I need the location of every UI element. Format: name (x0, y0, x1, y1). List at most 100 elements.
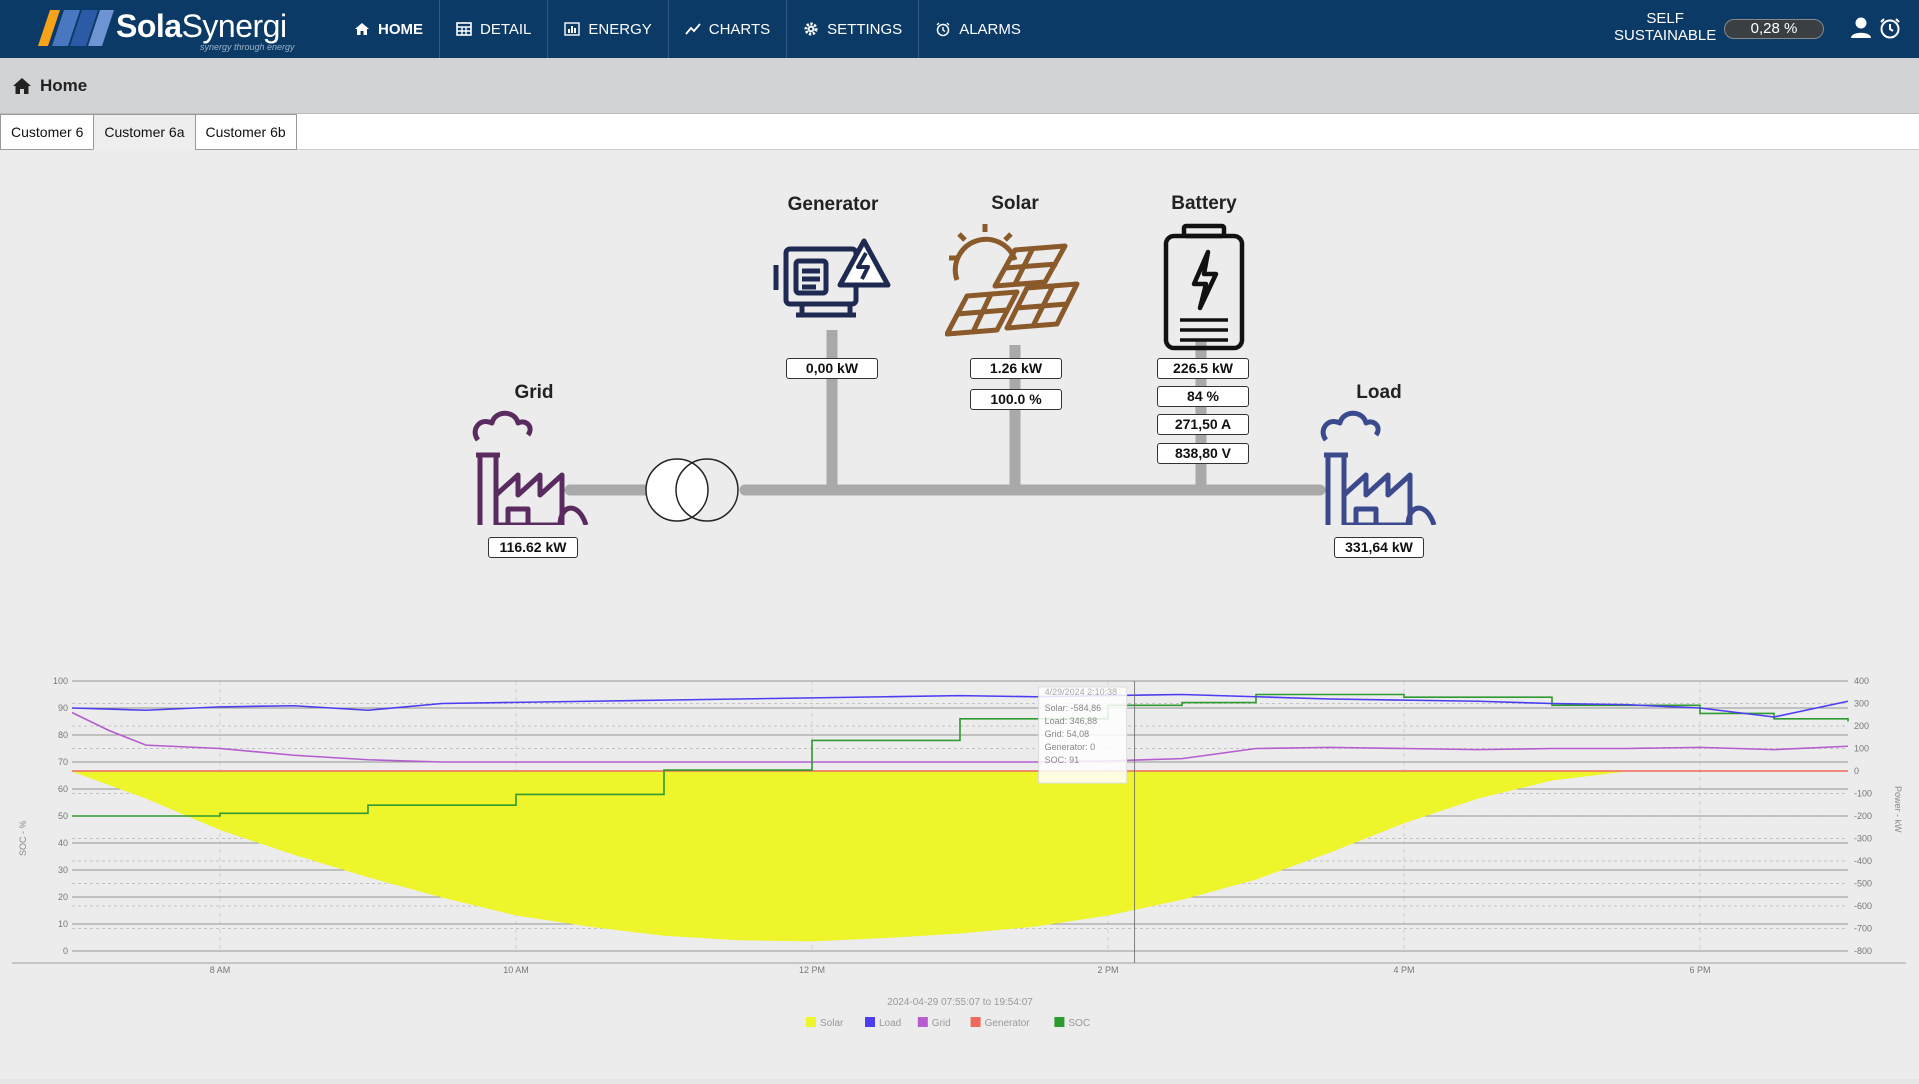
self-label-line2: SUSTAINABLE (1614, 27, 1717, 44)
tooltip-line: Load: 346,88 (1045, 716, 1098, 726)
logo-mark-icon (38, 10, 114, 46)
breadcrumb-home[interactable]: Home (40, 76, 88, 95)
x-tick-label: 10 AM (503, 965, 529, 975)
tooltip-line: Grid: 54,08 (1045, 729, 1090, 739)
home-icon[interactable] (12, 77, 32, 95)
load-label: Load (1356, 382, 1402, 403)
tab-customer-6a[interactable]: Customer 6a (93, 114, 195, 150)
legend-swatch (865, 1017, 875, 1027)
legend-item: Load (879, 1018, 901, 1029)
load-power: 331,64 kW (1334, 537, 1424, 558)
solar-power: 1.26 kW (970, 358, 1062, 379)
self-sustainable-label: SELF SUSTAINABLE (1614, 10, 1716, 44)
left-tick-label: 70 (58, 757, 68, 767)
generator-power: 0,00 kW (786, 358, 878, 379)
bar-chart-icon (564, 22, 581, 36)
legend-swatch (970, 1017, 981, 1027)
right-tick-label: -200 (1854, 811, 1872, 821)
nav-label: ENERGY (588, 20, 652, 38)
right-tick-label: -800 (1854, 946, 1872, 956)
grid-power: 116.62 kW (488, 537, 578, 558)
date-range-label: 2024-04-29 07:55:07 to 19:54:07 (887, 997, 1033, 1008)
tooltip-title: 4/29/2024 2:10:38 (1045, 687, 1118, 697)
x-tick-label: 6 PM (1689, 965, 1710, 975)
battery-power: 226.5 kW (1157, 358, 1249, 379)
left-tick-label: 30 (58, 865, 68, 875)
sola-synergi-logo[interactable]: SolaSynergi synergy through energy (30, 6, 300, 52)
breadcrumb: Home (0, 58, 1919, 114)
factory-icon (472, 410, 589, 525)
x-tick-label: 12 PM (799, 965, 825, 975)
battery-label: Battery (1171, 193, 1237, 214)
right-tick-label: -100 (1854, 789, 1872, 799)
left-tick-label: 10 (58, 919, 68, 929)
nav-settings[interactable]: SETTINGS (787, 0, 920, 58)
solar-percent: 100.0 % (970, 389, 1062, 410)
home-icon (355, 23, 369, 35)
load-line (71, 693, 1849, 718)
right-tick-label: -600 (1854, 901, 1872, 911)
power-chart: 8 AM 10 AM 12 PM 2 PM 4 PM 6 PM 0 10 20 30 40 50 60 7… (0, 640, 1919, 1079)
nav-home[interactable]: HOME (338, 0, 440, 58)
solar-area (71, 770, 1848, 942)
right-tick-label: 300 (1854, 699, 1869, 709)
legend-swatch (917, 1017, 928, 1027)
generator-label: Generator (787, 194, 879, 215)
tooltip-line: Solar: -584,86 (1045, 703, 1102, 713)
self-sustainable-value: 0,28 % (1724, 19, 1824, 39)
tab-customer-6[interactable]: Customer 6 (0, 114, 94, 150)
nav-label: HOME (378, 20, 423, 38)
brand-tagline: synergy through energy (200, 42, 295, 52)
right-tick-label: -700 (1854, 924, 1872, 934)
gear-icon (804, 22, 818, 36)
tooltip-line: SOC: 91 (1045, 755, 1080, 765)
left-tick-label: 0 (63, 946, 68, 956)
tooltip-line: Generator: 0 (1045, 742, 1096, 752)
right-tick-label: 100 (1854, 744, 1869, 754)
nav-alarms[interactable]: ALARMS (919, 0, 1037, 58)
chart-tooltip (1038, 686, 1128, 784)
left-tick-label: 90 (58, 703, 68, 713)
left-tick-label: 80 (58, 730, 68, 740)
self-label-line1: SELF (1646, 10, 1684, 27)
left-tick-label: 50 (58, 811, 68, 821)
x-tick-label: 4 PM (1393, 965, 1414, 975)
power-chart-svg[interactable]: 8 AM 10 AM 12 PM 2 PM 4 PM 6 PM 0 10 20 30 40 50 60 7… (0, 640, 1919, 1079)
left-tick-label: 60 (58, 784, 68, 794)
main-content: Grid 116.62 kW Generator (0, 150, 1919, 1079)
trend-icon (685, 23, 701, 35)
legend-swatch (806, 1017, 816, 1027)
right-tick-label: -400 (1854, 856, 1872, 866)
tab-customer-6b[interactable]: Customer 6b (194, 114, 297, 150)
nav-charts[interactable]: CHARTS (669, 0, 788, 58)
right-axis-label: Power - kW (1893, 786, 1903, 833)
right-tick-label: 400 (1854, 676, 1869, 686)
right-tick-label: -500 (1854, 879, 1872, 889)
flow-lines (564, 330, 1326, 496)
battery-current: 271,50 A (1157, 414, 1249, 435)
nav-label: SETTINGS (827, 20, 903, 38)
generator-icon (773, 238, 891, 318)
brand-name: SolaSynergi (116, 8, 287, 44)
solar-panel-icon (945, 224, 1080, 337)
battery-soc: 84 % (1157, 386, 1249, 407)
grid-label: Grid (514, 382, 554, 403)
legend-item: Grid (932, 1018, 951, 1029)
main-nav: HOME DETAIL ENERGY CHARTS SETTINGS ALARM… (338, 0, 1037, 58)
energy-flow-diagram: Grid 116.62 kW Generator (0, 150, 1919, 610)
left-tick-label: 100 (53, 676, 68, 686)
legend-item: SOC (1068, 1018, 1090, 1029)
user-icon[interactable] (1850, 16, 1872, 40)
right-tick-label: 200 (1854, 721, 1869, 731)
table-icon (456, 22, 472, 36)
top-navbar: SolaSynergi synergy through energy HOME … (0, 0, 1919, 58)
battery-voltage: 838,80 V (1157, 443, 1249, 464)
load-factory-icon (1320, 410, 1437, 525)
left-axis-label: SOC - % (18, 820, 28, 856)
nav-detail[interactable]: DETAIL (440, 0, 549, 58)
nav-energy[interactable]: ENERGY (548, 0, 669, 58)
alarm-clock-icon[interactable] (1878, 16, 1902, 40)
legend-item: Generator (985, 1018, 1031, 1029)
grid-line (71, 711, 1849, 763)
solar-label: Solar (991, 193, 1039, 214)
